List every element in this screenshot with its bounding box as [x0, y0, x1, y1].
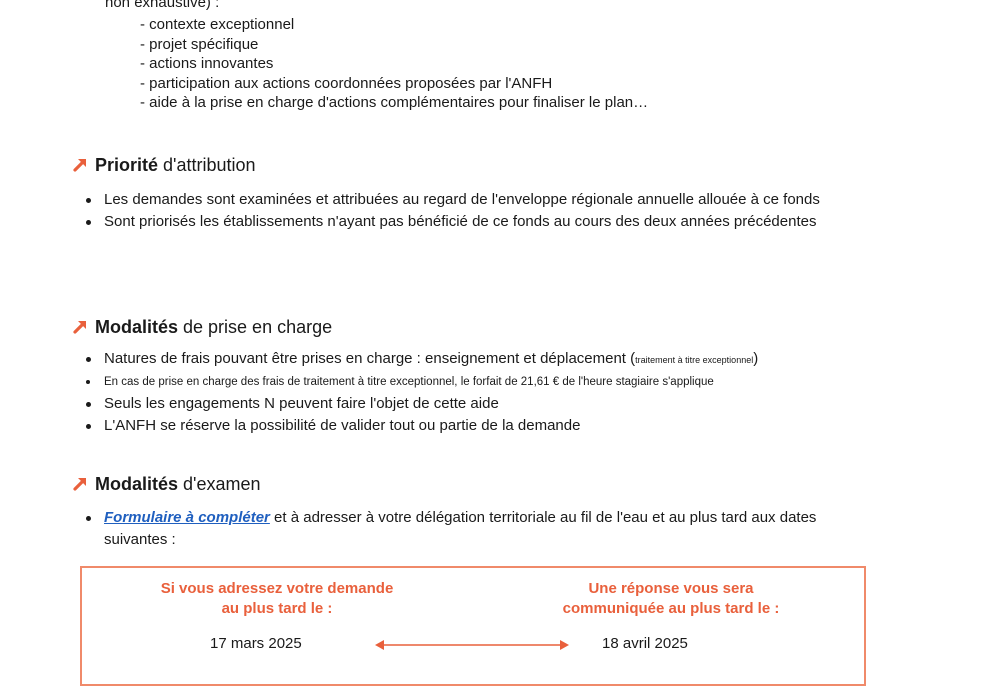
list-item: - contexte exceptionnel	[140, 16, 295, 33]
list-item: - aide à la prise en charge d'actions co…	[140, 94, 649, 111]
submit-header: Si vous adressez votre demande au plus t…	[160, 580, 394, 617]
list-item: - projet spécifique	[140, 35, 259, 53]
list-item: - actions innovantes	[140, 55, 274, 72]
examen-list: Formulaire à compléter et à adresser à v…	[78, 507, 878, 551]
intro-text: non exhaustive) :	[105, 0, 220, 11]
answer-header: Une réponse vous sera communiquée au plu…	[562, 580, 780, 617]
priorite-list: Les demandes sont examinées et attribuée…	[78, 189, 878, 233]
heading-bold: Modalités	[95, 474, 179, 494]
bullet-icon	[86, 198, 91, 203]
list-item: Les demandes sont examinées et attribuée…	[78, 189, 878, 211]
bullet-icon	[86, 402, 91, 407]
list-item: En cas de prise en charge des frais de t…	[78, 371, 898, 393]
prise-en-charge-list: Natures de frais pouvant être prises en …	[78, 348, 898, 437]
section-heading-prise-en-charge: Modalités de prise en charge	[72, 315, 332, 339]
list-item: Natures de frais pouvant être prises en …	[78, 348, 898, 371]
list-item: Formulaire à compléter et à adresser à v…	[78, 507, 878, 551]
heading-bold: Priorité	[95, 155, 159, 175]
intro-list: - contexte exceptionnel - projet spécifi…	[140, 15, 648, 113]
heading-bold: Modalités	[95, 317, 179, 337]
bullet-icon	[86, 357, 91, 362]
bullet-icon	[86, 424, 91, 429]
deadlines-box: Si vous adressez votre demande au plus t…	[80, 566, 866, 686]
list-item: - participation aux actions coordonnées …	[140, 74, 553, 92]
list-item: Seuls les engagements N peuvent faire l'…	[78, 393, 898, 415]
formulaire-link[interactable]: Formulaire à compléter	[104, 509, 270, 526]
bullet-icon	[86, 380, 90, 384]
heading-rest: d'examen	[178, 474, 261, 494]
bullet-icon	[86, 516, 91, 521]
bullet-icon	[86, 220, 91, 225]
heading-rest: d'attribution	[158, 155, 256, 175]
arrow-up-right-icon	[73, 478, 86, 491]
list-item: L'ANFH se réserve la possibilité de vali…	[78, 415, 898, 437]
heading-rest: de prise en charge	[178, 317, 333, 337]
list-item: Sont priorisés les établissements n'ayan…	[78, 211, 878, 233]
arrow-up-right-icon	[73, 321, 86, 334]
section-heading-priorite: Priorité d'attribution	[72, 153, 256, 177]
arrow-up-right-icon	[73, 159, 86, 172]
answer-date: 18 avril 2025	[602, 635, 688, 652]
submit-date: 17 mars 2025	[210, 635, 302, 652]
section-heading-examen: Modalités d'examen	[72, 472, 261, 496]
double-arrow-icon	[375, 640, 569, 650]
